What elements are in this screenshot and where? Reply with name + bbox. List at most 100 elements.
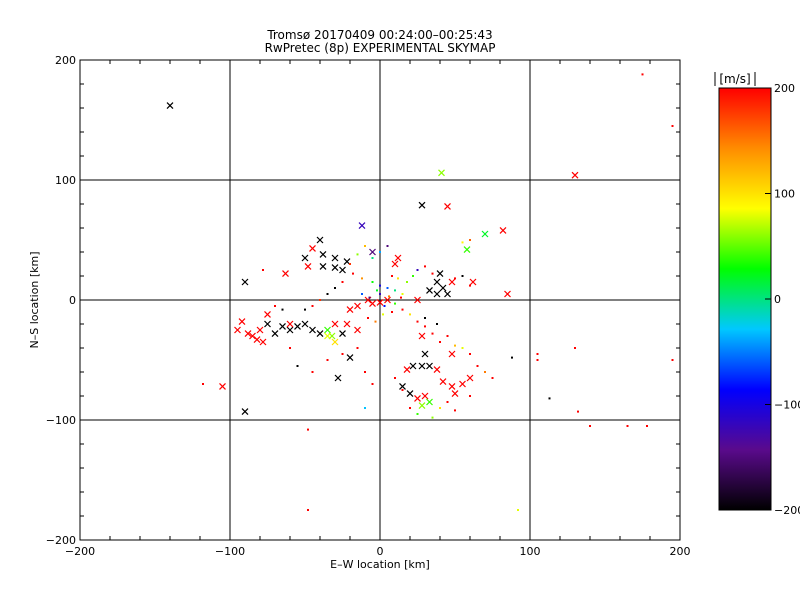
data-point-stroke (376, 298, 384, 306)
data-point-dot (374, 320, 377, 323)
data-point-stroke (403, 366, 411, 374)
data-point-dot (641, 73, 644, 76)
colorbar-tick-label: 100 (774, 188, 795, 201)
data-point-x (241, 278, 249, 286)
data-point-stroke (234, 326, 241, 334)
data-point-x (264, 310, 271, 318)
data-point-stroke (331, 338, 339, 346)
data-point-dot (202, 383, 204, 385)
data-point-x (444, 290, 451, 298)
data-point-stroke (436, 270, 444, 278)
data-point-stroke (339, 266, 346, 274)
data-point-stroke (466, 374, 474, 382)
data-point-stroke (418, 402, 426, 410)
data-point-dot (386, 245, 389, 247)
data-point-dot (431, 416, 434, 419)
data-point-dot (439, 341, 441, 343)
data-point-x (369, 300, 376, 308)
data-point-x (253, 336, 261, 344)
data-point-stroke (426, 286, 433, 294)
data-point-x (339, 330, 346, 338)
data-point-x (418, 201, 426, 209)
data-point-stroke (399, 382, 406, 390)
data-point-x (294, 322, 301, 330)
data-point-x (433, 290, 441, 298)
data-point-stroke (358, 222, 366, 230)
data-point-stroke (421, 392, 429, 400)
data-point-dot (361, 277, 363, 280)
data-point-stroke (418, 332, 426, 340)
data-point-dot (352, 272, 354, 275)
data-point-x (331, 264, 339, 272)
data-point-stroke (249, 332, 256, 340)
data-point-x (394, 254, 402, 262)
data-point-dot (376, 289, 378, 292)
data-point-dot (341, 353, 344, 355)
data-point-stroke (279, 322, 286, 330)
data-point-x (418, 362, 426, 370)
data-point-dot (511, 356, 513, 359)
data-point-stroke (241, 408, 249, 416)
data-point-stroke (253, 336, 261, 344)
data-point-dot (424, 317, 426, 319)
colorbar: 200 100 0 −100 −200 (714, 72, 800, 517)
data-point-x (504, 290, 511, 298)
data-point-dot (307, 509, 309, 511)
data-point-x (451, 390, 459, 398)
data-point-x (282, 270, 289, 278)
y-tick-label: 100 (55, 174, 76, 187)
data-point-stroke (418, 201, 426, 209)
data-point-stroke (438, 169, 445, 177)
data-point-x (463, 246, 471, 254)
data-point-dot (371, 383, 374, 385)
data-point-stroke (463, 246, 471, 254)
data-point-stroke (271, 330, 279, 338)
data-point-dot (326, 293, 329, 295)
data-point-x (418, 332, 426, 340)
y-tick-label: −100 (46, 414, 76, 427)
data-point-x (304, 262, 312, 270)
data-point-x (409, 362, 417, 370)
data-point-x (448, 382, 456, 390)
data-point-x (481, 230, 489, 238)
data-point-x (241, 408, 249, 416)
data-point-dot (574, 347, 576, 349)
data-point-dot (454, 277, 456, 280)
data-point-dot (409, 313, 411, 316)
data-point-dot (289, 347, 291, 349)
data-point-stroke (324, 332, 331, 340)
data-point-stroke (286, 326, 294, 334)
data-point-x (316, 330, 324, 338)
data-point-dot (334, 287, 336, 289)
y-tick-label: 200 (55, 54, 76, 67)
x-tick-label: 200 (670, 545, 691, 558)
data-point-dot (416, 413, 419, 415)
data-point-x (334, 374, 342, 382)
data-point-dot (307, 428, 309, 431)
data-point-dot (356, 347, 359, 349)
data-point-x (331, 320, 339, 328)
data-point-x (244, 330, 252, 338)
colorbar-tick-label: −200 (774, 504, 800, 517)
data-point-stroke (282, 270, 289, 278)
data-point-stroke (426, 362, 433, 370)
data-point-x (439, 284, 447, 292)
data-point-x (219, 382, 226, 390)
data-point-stroke (334, 374, 342, 382)
data-point-stroke (346, 306, 354, 314)
data-point-dot (461, 275, 464, 277)
data-point-x (399, 382, 406, 390)
data-point-stroke (369, 300, 376, 308)
data-point-dot (536, 353, 539, 355)
data-point-x (249, 332, 256, 340)
plot-area: −200 −100 0 100 200 −200 −100 0 100 200 (46, 54, 691, 558)
data-point-dot (469, 284, 471, 287)
y-tick-label: 0 (69, 294, 76, 307)
data-point-dot (383, 305, 386, 307)
data-point-x (264, 320, 271, 328)
data-point-stroke (421, 350, 429, 358)
data-point-dot (454, 409, 456, 412)
data-point-dot (379, 293, 381, 295)
y-axis-label: N–S location [km] (28, 251, 41, 348)
